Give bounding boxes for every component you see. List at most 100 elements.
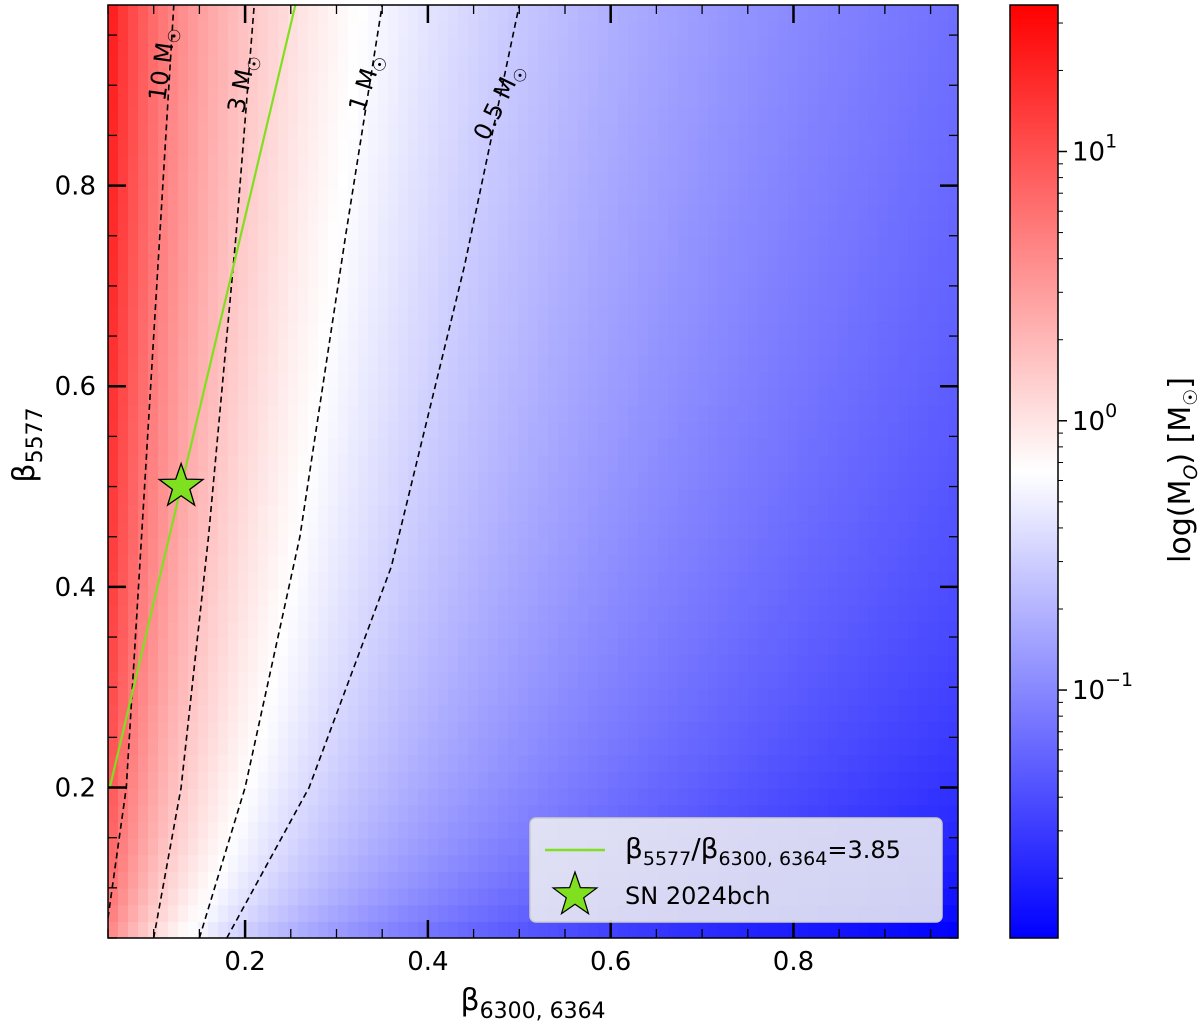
heatmap-cell bbox=[818, 254, 829, 273]
heatmap-cell bbox=[468, 288, 479, 306]
heatmap-cell bbox=[838, 138, 849, 156]
heatmap-cell bbox=[148, 404, 159, 423]
heatmap-cell bbox=[178, 871, 189, 889]
heatmap-cell bbox=[138, 821, 149, 839]
heatmap-cell bbox=[728, 538, 739, 556]
heatmap-cell bbox=[538, 804, 549, 822]
heatmap-cell bbox=[658, 238, 669, 256]
heatmap-cell bbox=[788, 288, 799, 306]
heatmap-cell bbox=[518, 338, 529, 356]
heatmap-cell bbox=[878, 271, 889, 289]
heatmap-cell bbox=[508, 504, 519, 523]
heatmap-cell bbox=[388, 421, 399, 439]
heatmap-cell bbox=[628, 138, 639, 156]
heatmap-cell bbox=[488, 588, 499, 606]
heatmap-cell bbox=[928, 571, 939, 589]
heatmap-cell bbox=[498, 838, 509, 856]
heatmap-cell bbox=[508, 688, 519, 706]
heatmap-cell bbox=[748, 104, 759, 123]
heatmap-cell bbox=[118, 271, 129, 289]
heatmap-cell bbox=[668, 588, 679, 606]
heatmap-cell bbox=[128, 254, 139, 273]
heatmap-cell bbox=[328, 204, 339, 223]
heatmap-cell bbox=[768, 21, 779, 39]
heatmap-cell bbox=[608, 404, 619, 423]
heatmap-cell bbox=[588, 338, 599, 356]
heatmap-cell bbox=[698, 654, 709, 673]
heatmap-cell bbox=[438, 388, 449, 406]
heatmap-cell bbox=[858, 88, 869, 106]
heatmap-cell bbox=[568, 421, 579, 439]
heatmap-cell bbox=[558, 88, 569, 106]
heatmap-cell bbox=[428, 904, 439, 922]
heatmap-cell bbox=[308, 738, 319, 756]
heatmap-cell bbox=[448, 304, 459, 323]
heatmap-cell bbox=[718, 688, 729, 706]
heatmap-cell bbox=[838, 588, 849, 606]
heatmap-cell bbox=[918, 654, 929, 673]
heatmap-cell bbox=[698, 288, 709, 306]
heatmap-cell bbox=[458, 671, 469, 689]
heatmap-cell bbox=[448, 138, 459, 156]
heatmap-cell bbox=[428, 104, 439, 123]
heatmap-cell bbox=[778, 504, 789, 523]
heatmap-cell bbox=[408, 654, 419, 673]
heatmap-cell bbox=[708, 488, 719, 506]
heatmap-cell bbox=[238, 221, 249, 239]
heatmap-cell bbox=[778, 588, 789, 606]
heatmap-cell bbox=[248, 338, 259, 356]
heatmap-cell bbox=[208, 421, 219, 439]
heatmap-cell bbox=[238, 454, 249, 473]
heatmap-cell bbox=[548, 88, 559, 106]
heatmap-cell bbox=[918, 5, 929, 23]
heatmap-cell bbox=[798, 71, 809, 89]
heatmap-cell bbox=[168, 721, 179, 739]
heatmap-cell bbox=[698, 804, 709, 822]
heatmap-cell bbox=[178, 121, 189, 139]
heatmap-cell bbox=[688, 754, 699, 772]
heatmap-cell bbox=[228, 538, 239, 556]
heatmap-cell bbox=[328, 604, 339, 623]
heatmap-cell bbox=[758, 738, 769, 756]
heatmap-cell bbox=[118, 854, 129, 872]
heatmap-cell bbox=[418, 188, 429, 206]
heatmap-cell bbox=[468, 571, 479, 589]
heatmap-cell bbox=[248, 304, 259, 323]
heatmap-cell bbox=[848, 221, 859, 239]
heatmap-cell bbox=[198, 138, 209, 156]
heatmap-cell bbox=[718, 204, 729, 223]
heatmap-cell bbox=[708, 454, 719, 473]
heatmap-cell bbox=[318, 71, 329, 89]
heatmap-cell bbox=[898, 5, 909, 23]
heatmap-cell bbox=[628, 654, 639, 673]
heatmap-cell bbox=[728, 221, 739, 239]
heatmap-cell bbox=[268, 538, 279, 556]
heatmap-cell bbox=[438, 488, 449, 506]
heatmap-cell bbox=[378, 504, 389, 523]
heatmap-cell bbox=[128, 538, 139, 556]
heatmap-cell bbox=[648, 921, 659, 938]
heatmap-cell bbox=[918, 504, 929, 523]
heatmap-cell bbox=[728, 388, 739, 406]
heatmap-cell bbox=[538, 554, 549, 573]
heatmap-cell bbox=[618, 654, 629, 673]
heatmap-cell bbox=[868, 154, 879, 173]
heatmap-cell bbox=[428, 54, 439, 73]
heatmap-cell bbox=[748, 654, 759, 673]
heatmap-cell bbox=[488, 671, 499, 689]
heatmap-cell bbox=[378, 854, 389, 872]
heatmap-cell bbox=[228, 788, 239, 806]
heatmap-cell bbox=[368, 71, 379, 89]
heatmap-cell bbox=[458, 638, 469, 656]
heatmap-cell bbox=[228, 138, 239, 156]
heatmap-cell bbox=[698, 504, 709, 523]
heatmap-cell bbox=[618, 471, 629, 489]
heatmap-cell bbox=[358, 304, 369, 323]
heatmap-cell bbox=[328, 721, 339, 739]
heatmap-cell bbox=[908, 221, 919, 239]
heatmap-cell bbox=[178, 38, 189, 56]
heatmap-cell bbox=[358, 21, 369, 39]
heatmap-cell bbox=[598, 338, 609, 356]
heatmap-cell bbox=[888, 254, 899, 273]
heatmap-cell bbox=[258, 121, 269, 139]
